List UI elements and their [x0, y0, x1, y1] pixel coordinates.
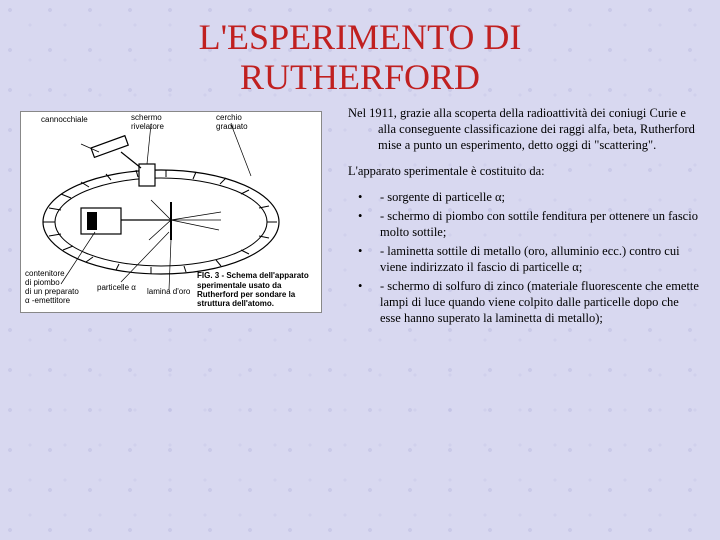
rutherford-diagram: cannocchiale schermo rivelatore cerchio … — [20, 111, 322, 313]
list-item: - schermo di solfuro di zinco (materiale… — [358, 278, 700, 326]
list-item: - schermo di piombo con sottile fenditur… — [358, 208, 700, 240]
paragraph-intro: Nel 1911, grazie alla scoperta della rad… — [348, 105, 700, 153]
label-lamina-doro: lamina d'oro — [147, 288, 190, 296]
list-item: - sorgente di particelle α; — [358, 189, 700, 205]
title-line-2: RUTHERFORD — [240, 57, 480, 97]
title-line-1: L'ESPERIMENTO DI — [199, 17, 522, 57]
list-item: - laminetta sottile di metallo (oro, all… — [358, 243, 700, 275]
label-graduato: graduato — [216, 123, 248, 131]
label-cannocchiale: cannocchiale — [41, 116, 88, 124]
label-di-un-preparato: di un preparato — [25, 288, 79, 296]
figure-column: cannocchiale schermo rivelatore cerchio … — [20, 105, 330, 329]
label-di-piombo: di piombo — [25, 279, 60, 287]
bullet-list: - sorgente di particelle α; - schermo di… — [348, 189, 700, 326]
content-row: cannocchiale schermo rivelatore cerchio … — [0, 105, 720, 329]
label-contenitore: contenitore — [25, 270, 65, 278]
label-schermo: schermo — [131, 114, 162, 122]
label-cerchio: cerchio — [216, 114, 242, 122]
label-particelle-alfa: particelle α — [97, 284, 136, 292]
figure-caption: FIG. 3 - Schema dell'apparato sperimenta… — [197, 271, 317, 308]
page-title: L'ESPERIMENTO DI RUTHERFORD — [0, 0, 720, 105]
label-alfa-emettitore: α -emettitore — [25, 297, 70, 305]
paragraph-apparatus: L'apparato sperimentale è costituito da: — [348, 163, 700, 179]
label-rivelatore: rivelatore — [131, 123, 164, 131]
text-column: Nel 1911, grazie alla scoperta della rad… — [330, 105, 700, 329]
